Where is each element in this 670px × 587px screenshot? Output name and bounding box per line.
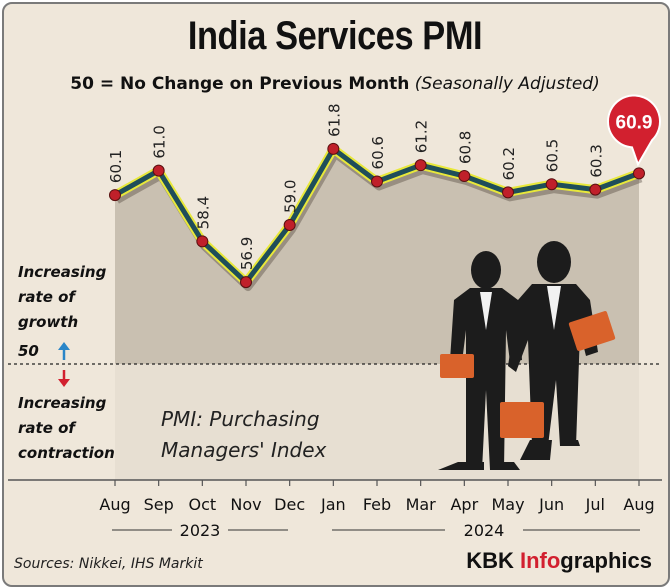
data-point-9 [458,170,471,183]
subtitle-main: 50 = No Change on Previous Month [70,74,410,94]
data-point-4 [240,276,252,289]
value-label-12: 60.3 [587,144,605,177]
year-2024-label: 2024 [464,521,505,540]
value-label-6: 61.8 [325,103,343,136]
value-label-10: 60.2 [500,147,518,180]
brand-prefix: KBK [466,548,520,573]
value-label-4: 56.9 [238,237,256,270]
category-label-8: Mar [406,495,437,514]
data-point-1 [109,189,121,202]
value-label-9: 60.8 [456,131,474,164]
data-point-8 [414,159,427,172]
data-point-13 [633,167,645,180]
latest-value-label: 60.9 [616,112,653,133]
data-point-11 [545,178,558,191]
growth-label-line3: growth [18,313,78,331]
category-label-3: Oct [188,495,216,514]
up-arrow-icon [58,342,70,360]
category-label-9: Apr [450,495,478,514]
category-label-7: Feb [363,495,391,514]
brand-suffix: graphics [560,548,652,573]
data-point-6 [327,142,340,155]
subtitle-note: (Seasonally Adjusted) [414,74,600,94]
businessmen-silhouette-icon [438,241,616,470]
year-2023-label: 2023 [180,521,221,540]
data-point-3 [196,235,209,248]
value-label-3: 58.4 [194,196,212,229]
category-label-1: Aug [99,495,130,514]
contraction-label-line3: contraction [18,444,115,462]
value-label-2: 61.0 [151,125,169,158]
value-label-8: 61.2 [413,120,431,153]
category-label-4: Nov [230,495,261,514]
value-label-11: 60.5 [544,139,562,172]
category-label-5: Dec [274,495,305,514]
down-arrow-icon [58,370,70,387]
definition-line1: PMI: Purchasing [161,407,320,431]
growth-label-line2: rate of [18,288,77,306]
value-label-1: 60.1 [107,150,125,183]
category-label-12: Jul [585,495,605,514]
growth-label-line1: Increasing [18,263,107,281]
source-note: Sources: Nikkei, IHS Markit [14,556,203,572]
category-label-13: Aug [623,495,654,514]
category-label-6: Jan [320,495,346,514]
brand-accent: Info [519,548,561,573]
chart-title: India Services PMI [187,14,483,58]
contraction-label-line2: rate of [18,419,77,437]
contraction-label-line1: Increasing [18,394,107,412]
value-label-7: 60.6 [369,136,387,169]
chart-subtitle: 50 = No Change on Previous Month (Season… [0,74,670,94]
data-point-12 [589,183,602,196]
category-label-10: May [491,495,524,514]
data-point-10 [502,186,514,199]
latest-value-highlight: 60.9 [606,94,661,167]
category-label-11: Jun [538,495,564,514]
data-point-5 [283,219,296,231]
category-label-2: Sep [144,495,174,514]
value-label-5: 59.0 [282,180,300,213]
fifty-label: 50 [18,342,39,360]
data-point-2 [152,164,165,177]
data-point-7 [371,175,383,188]
definition-line2: Managers' Index [161,438,327,462]
brand-logo: KBK Infographics [466,548,652,574]
